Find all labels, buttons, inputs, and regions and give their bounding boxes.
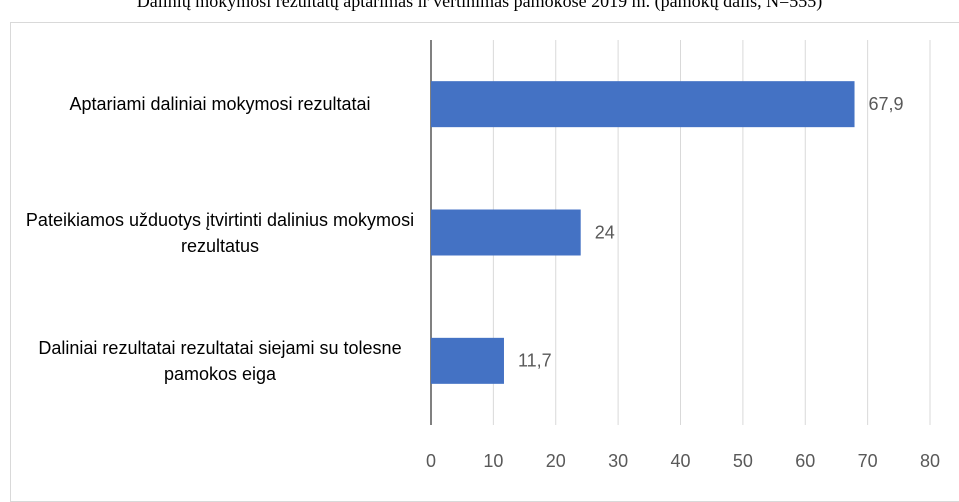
- data-label: 11,7: [518, 351, 552, 371]
- data-label: 24: [595, 222, 615, 242]
- x-tick-label: 80: [920, 451, 940, 471]
- x-tick-label: 0: [426, 451, 436, 471]
- x-tick-label: 20: [546, 451, 566, 471]
- x-tick-label: 40: [670, 451, 690, 471]
- bar: [431, 337, 504, 384]
- data-label: 67,9: [869, 94, 904, 114]
- bar: [431, 81, 855, 128]
- chart-title: Dalinių mokymosi rezultatų aptarimas ir …: [136, 0, 823, 11]
- x-tick-label: 30: [608, 451, 628, 471]
- x-tick-label: 70: [858, 451, 878, 471]
- category-label: Aptariami daliniai mokymosi rezultatai: [69, 94, 371, 115]
- bar: [431, 209, 581, 256]
- x-tick-label: 50: [733, 451, 753, 471]
- page: {"chart_data": {"type": "barh", "title":…: [10, 0, 959, 502]
- category-label: Pateikiamos užduotys įtvirtinti dalinius…: [25, 209, 415, 256]
- x-tick-label: 10: [483, 451, 503, 471]
- chart: 0 10 20 30 40 50 60 70 80 67,9 24 11,7: [426, 40, 940, 471]
- x-tick-label: 60: [795, 451, 815, 471]
- category-label: Daliniai rezultatai rezultatai siejami s…: [38, 337, 402, 384]
